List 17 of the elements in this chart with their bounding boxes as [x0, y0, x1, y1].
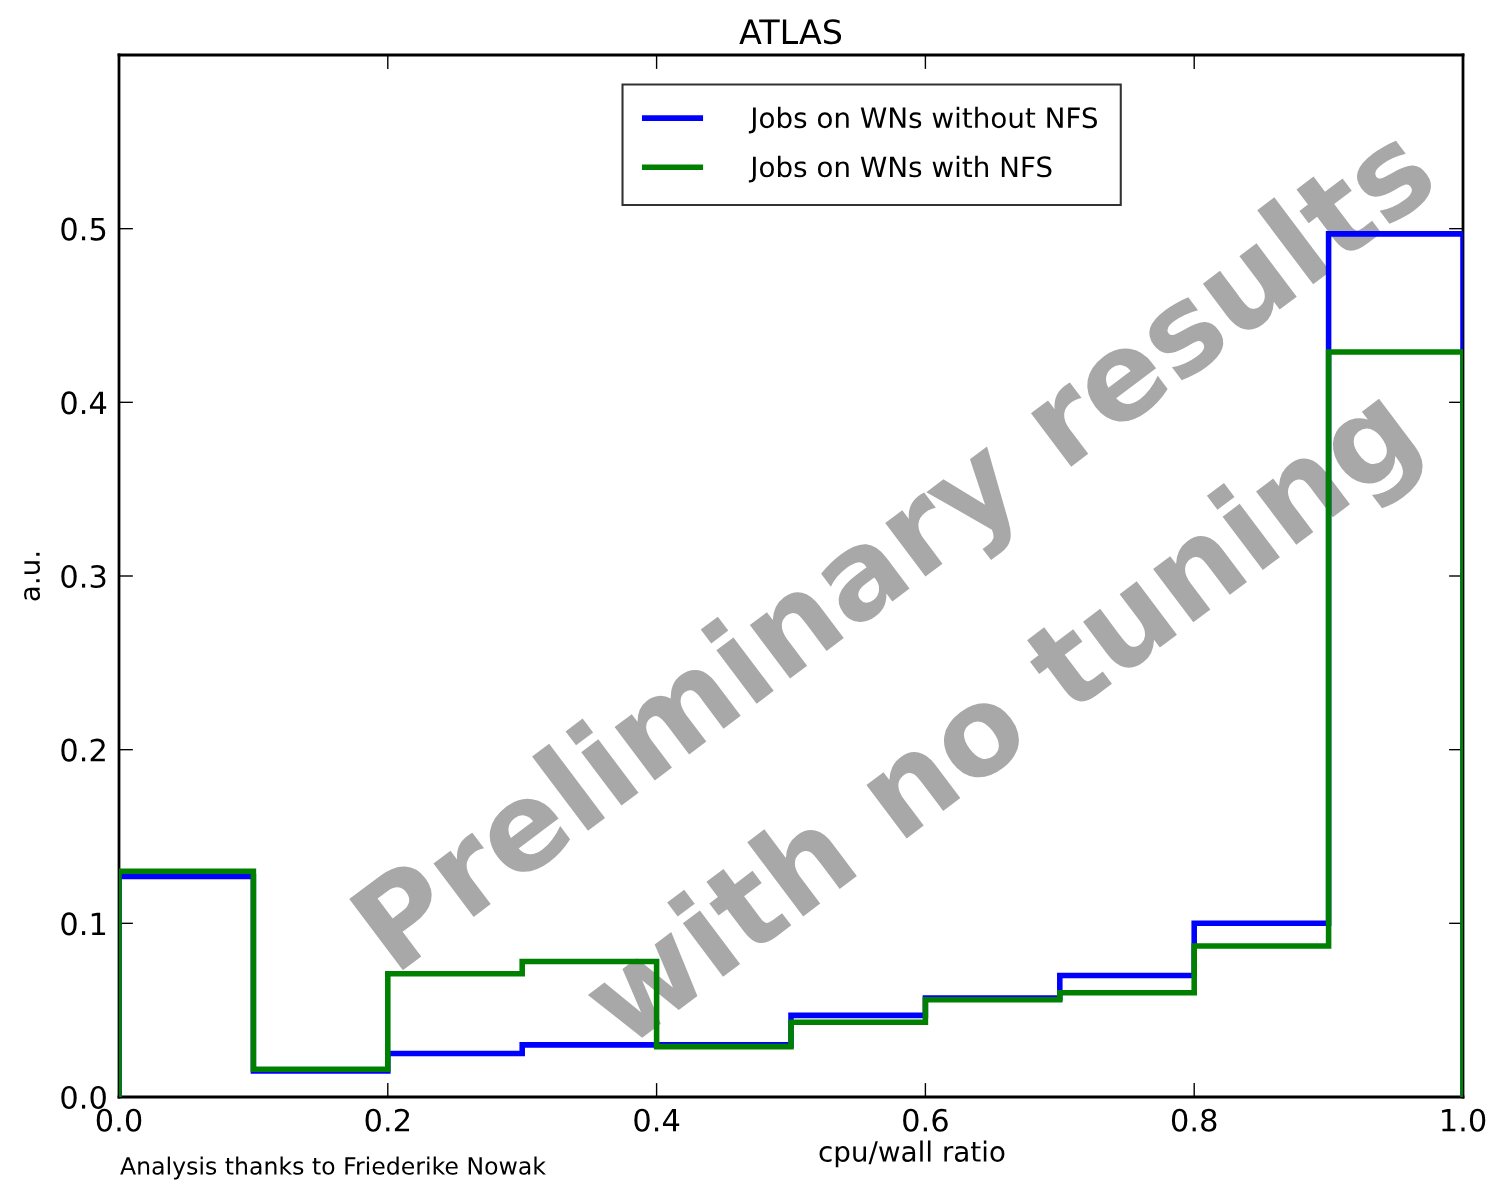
chart-title: ATLAS	[739, 19, 842, 45]
y-tick-label: 0.2	[61, 738, 105, 762]
x-tick-label: 0.8	[1171, 1108, 1217, 1132]
y-tick-label: 0.0	[61, 1085, 106, 1110]
y-tick-label: 0.5	[61, 217, 106, 241]
text: Analysis thanks to Friederike Nowak	[120, 1156, 546, 1180]
x-tick-label: 0.4	[634, 1108, 680, 1132]
x-axis-title: cpu/wall ratio	[819, 1140, 1005, 1168]
y-tick-label: 0.3	[61, 564, 106, 589]
x-tick-label: 0.0	[96, 1108, 142, 1132]
x-tick-label: 0.6	[903, 1108, 948, 1132]
x-tick-label: 1.0	[1442, 1108, 1486, 1132]
legend-label: Jobs on WNs without NFS	[748, 106, 1097, 134]
y-tick-label: 0.4	[61, 391, 107, 415]
y-tick-label: 0.1	[61, 912, 106, 936]
y-axis-title: a.u.	[24, 552, 41, 601]
x-tick-label: 0.2	[365, 1108, 410, 1132]
